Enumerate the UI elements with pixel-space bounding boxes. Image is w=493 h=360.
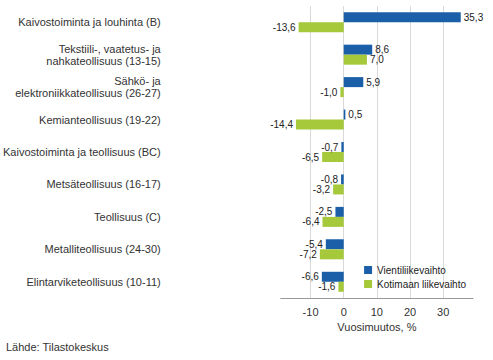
svg-text:-13,6: -13,6 [273, 22, 296, 33]
svg-text:Kotimaan liikevaihto: Kotimaan liikevaihto [377, 279, 466, 290]
svg-text:5,9: 5,9 [366, 77, 380, 88]
svg-text:Vuosimuutos, %: Vuosimuutos, % [337, 321, 416, 333]
svg-text:elektroniikkateollisuus (26-27: elektroniikkateollisuus (26-27) [15, 87, 161, 99]
svg-text:-6,4: -6,4 [302, 216, 320, 227]
svg-text:-6,5: -6,5 [302, 152, 320, 163]
svg-text:-3,2: -3,2 [313, 184, 331, 195]
svg-text:-10: -10 [303, 306, 319, 318]
svg-text:20: 20 [404, 306, 416, 318]
svg-text:Lähde: Tilastokeskus: Lähde: Tilastokeskus [6, 341, 109, 353]
svg-text:-1,0: -1,0 [320, 87, 338, 98]
svg-text:Kaivostoiminta ja louhinta (B): Kaivostoiminta ja louhinta (B) [18, 16, 160, 28]
svg-text:8,6: 8,6 [375, 44, 390, 56]
svg-text:35,3: 35,3 [464, 12, 484, 23]
svg-text:Elintarviketeollisuus (10-11): Elintarviketeollisuus (10-11) [26, 276, 160, 288]
svg-text:nahkateollisuus (13-15): nahkateollisuus (13-15) [46, 55, 160, 67]
svg-text:-5,4: -5,4 [305, 238, 323, 250]
svg-text:-1,6: -1,6 [318, 281, 336, 292]
svg-text:Teollisuus (C): Teollisuus (C) [94, 211, 161, 223]
svg-text:0: 0 [341, 306, 347, 318]
svg-text:7,0: 7,0 [370, 54, 384, 65]
svg-text:30: 30 [437, 306, 449, 318]
svg-text:0,5: 0,5 [348, 109, 362, 120]
svg-text:Sähkö- ja: Sähkö- ja [114, 75, 161, 87]
svg-text:Metsäteollisuus (16-17): Metsäteollisuus (16-17) [46, 178, 160, 190]
svg-text:-2,5: -2,5 [315, 206, 333, 218]
svg-text:-6,6: -6,6 [302, 271, 320, 282]
svg-text:Vientiliikevaihto: Vientiliikevaihto [377, 265, 446, 276]
svg-text:Tekstiili-, vaatetus- ja: Tekstiili-, vaatetus- ja [59, 43, 162, 55]
svg-text:Kemianteollisuus (19-22): Kemianteollisuus (19-22) [39, 114, 161, 126]
svg-text:-0,8: -0,8 [320, 173, 339, 185]
svg-text:-0,7: -0,7 [321, 142, 339, 153]
svg-text:Metalliteollisuus (24-30): Metalliteollisuus (24-30) [45, 243, 161, 255]
svg-text:10: 10 [371, 306, 383, 318]
svg-text:Kaivostoiminta ja teollisuus (: Kaivostoiminta ja teollisuus (BC) [3, 146, 161, 158]
svg-text:-14,4: -14,4 [270, 119, 293, 130]
svg-text:-7,2: -7,2 [300, 249, 318, 260]
